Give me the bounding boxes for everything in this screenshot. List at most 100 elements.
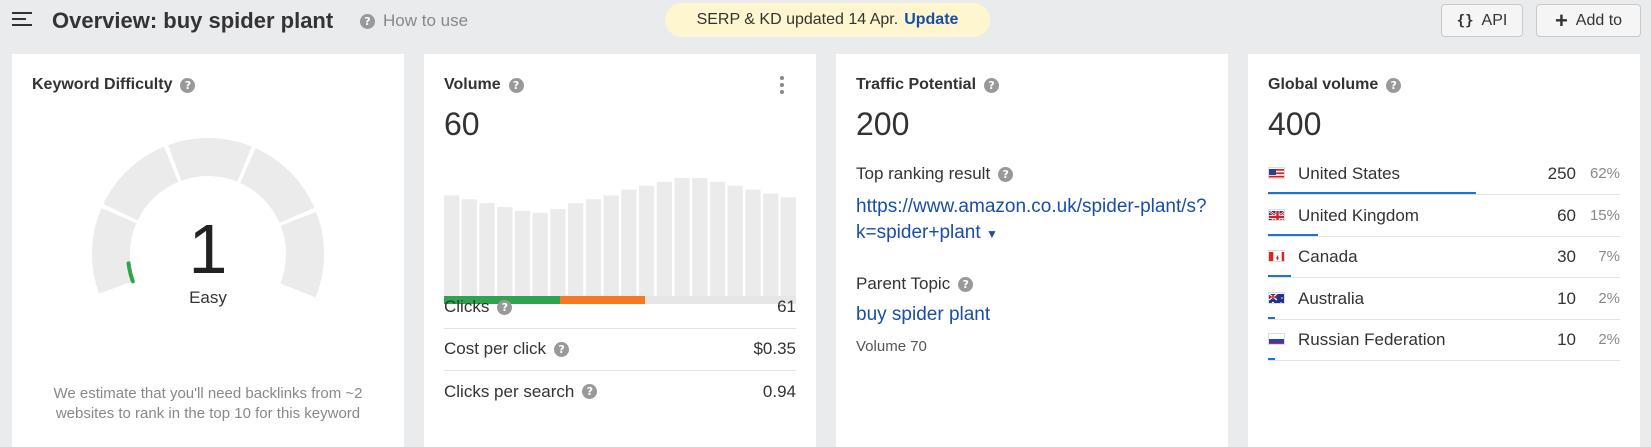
kd-note: We estimate that you'll need backlinks f… [53, 385, 363, 422]
gauge-segment [280, 211, 324, 298]
how-to-use-label: How to use [383, 11, 469, 30]
more-options-icon[interactable] [780, 76, 786, 97]
country-volume: 10 [1557, 330, 1576, 350]
volume-trend-bar[interactable] [603, 195, 619, 302]
volume-trend-bar[interactable] [745, 189, 761, 302]
metric-label: Cost per click? [444, 339, 570, 359]
braces-icon: {} [1456, 12, 1474, 29]
metric-label: Clicks? [444, 297, 513, 317]
metric-row: Clicks per search? 0.94 [444, 370, 796, 413]
metric-row: Clicks? 61 [444, 286, 796, 329]
volume-trend-bar[interactable] [692, 178, 708, 302]
help-icon: ? [360, 13, 375, 29]
volume-trend-bar[interactable] [550, 209, 566, 302]
how-to-use-link[interactable]: ? How to use [360, 11, 468, 31]
volume-trend-bar[interactable] [621, 189, 637, 302]
ru-flag-icon [1268, 333, 1285, 346]
volume-title: Volume ? [444, 76, 524, 94]
volume-trend-bar[interactable] [461, 199, 477, 302]
kd-score: 1 [188, 210, 228, 288]
caret-down-icon[interactable]: ▼ [985, 227, 998, 241]
country-share-bar [1268, 233, 1319, 236]
gauge-track [92, 138, 324, 298]
hamburger-menu-icon[interactable] [12, 12, 32, 28]
volume-value: 60 [444, 106, 480, 142]
banner-text: SERP & KD updated 14 Apr. [696, 11, 899, 28]
country-volume: 10 [1557, 288, 1576, 308]
volume-card: Volume ? 60 Clicks? 61 Cost per click? $0.3… [424, 54, 816, 447]
help-icon[interactable]: ? [554, 341, 570, 357]
volume-trend-bar[interactable] [638, 185, 655, 302]
metric-value: 0.94 [762, 381, 796, 401]
volume-trend-bar[interactable] [763, 193, 779, 303]
country-percent: 2% [1598, 289, 1620, 307]
parent-topic-link[interactable]: buy spider plant [856, 304, 991, 325]
volume-trend-bar[interactable] [656, 181, 672, 302]
country-row[interactable]: Australia 10 2% [1268, 277, 1620, 320]
parent-topic-volume: Volume 70 [856, 338, 927, 355]
help-icon[interactable]: ? [1386, 77, 1402, 93]
top-ranking-url[interactable]: https://www.amazon.co.uk/spider-plant/s?… [856, 194, 1211, 247]
volume-trend-chart [444, 178, 796, 303]
traffic-title: Traffic Potential ? [856, 76, 1000, 94]
volume-trend-bar[interactable] [727, 185, 743, 302]
global-volume-card: Global volume ? 400 United States 250 62% U… [1248, 54, 1640, 447]
top-ranking-url-text: https://www.amazon.co.uk/spider-plant/s?… [856, 196, 1207, 243]
metric-label-text: Clicks [444, 297, 490, 316]
parent-topic-text: Parent Topic [856, 274, 951, 293]
country-row[interactable]: United States 250 62% [1268, 152, 1620, 195]
volume-trend-bar[interactable] [585, 199, 602, 302]
help-icon[interactable]: ? [497, 299, 513, 315]
add-to-button[interactable]: + Add to [1536, 4, 1641, 37]
keyword-difficulty-card: Keyword Difficulty ? 1 Easy We estimate … [12, 54, 404, 447]
global-title-label: Global volume [1268, 76, 1379, 93]
volume-trend-bar[interactable] [780, 197, 796, 302]
volume-trend-bar[interactable] [568, 203, 584, 302]
metric-value: $0.35 [753, 339, 796, 358]
country-percent: 15% [1589, 206, 1620, 224]
volume-trend-bar[interactable] [532, 212, 548, 302]
top-ranking-label: Top ranking result ? [856, 164, 1014, 184]
plus-icon: + [1554, 7, 1568, 33]
country-share-bar [1268, 358, 1275, 361]
volume-trend-bar[interactable] [514, 210, 531, 302]
country-name: United States [1298, 164, 1401, 183]
update-link[interactable]: Update [904, 11, 959, 28]
traffic-title-label: Traffic Potential [856, 76, 977, 93]
kd-difficulty-label: Easy [189, 288, 227, 307]
country-row[interactable]: Canada 30 7% [1268, 235, 1620, 279]
volume-trend-bar[interactable] [674, 178, 690, 302]
top-ranking-text: Top ranking result [856, 164, 991, 183]
help-icon[interactable]: ? [508, 77, 524, 93]
help-icon[interactable]: ? [582, 384, 598, 399]
volume-trend-bar[interactable] [709, 181, 726, 302]
volume-trend-bar[interactable] [444, 195, 460, 302]
au-flag-icon [1268, 291, 1285, 304]
help-icon[interactable]: ? [998, 166, 1014, 182]
country-row[interactable]: Russian Federation 10 2% [1268, 318, 1620, 362]
add-to-button-label: Add to [1575, 11, 1623, 29]
metric-label: Clicks per search? [444, 382, 598, 402]
country-volume: 250 [1547, 164, 1576, 183]
country-volume: 60 [1557, 205, 1576, 225]
country-percent: 62% [1589, 165, 1620, 182]
help-icon[interactable]: ? [958, 276, 974, 292]
kd-title-label: Keyword Difficulty [32, 76, 173, 93]
volume-trend-bar[interactable] [479, 203, 495, 302]
api-button[interactable]: {} API [1441, 4, 1523, 37]
country-row[interactable]: United Kingdom 60 15% [1268, 194, 1620, 237]
country-name: United Kingdom [1298, 205, 1419, 225]
volume-trend-bar[interactable] [497, 207, 513, 302]
metric-label-text: Cost per click [444, 339, 547, 358]
country-name: Australia [1298, 288, 1365, 308]
help-icon[interactable]: ? [984, 77, 1000, 93]
uk-flag-icon [1268, 208, 1285, 221]
top-header: Overview: buy spider plant ? How to use … [0, 0, 1651, 40]
help-icon[interactable]: ? [180, 77, 196, 93]
country-percent: 7% [1598, 248, 1620, 266]
metric-row: Cost per click? $0.35 [444, 328, 796, 371]
metric-value: 61 [777, 297, 796, 316]
parent-topic-label: Parent Topic ? [856, 274, 974, 294]
country-percent: 2% [1598, 331, 1620, 349]
ca-flag-icon [1268, 250, 1285, 263]
